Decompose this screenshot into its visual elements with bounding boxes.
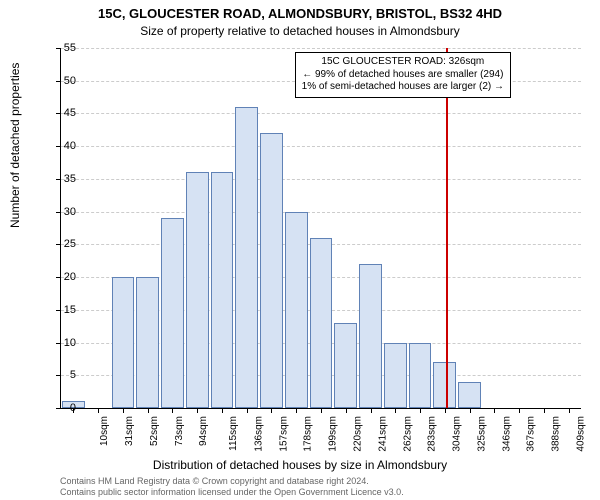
y-tick-label: 50 <box>46 75 76 87</box>
histogram-bar <box>285 212 308 408</box>
y-tick-label: 40 <box>46 140 76 152</box>
y-tick-label: 20 <box>46 271 76 283</box>
y-tick-label: 45 <box>46 107 76 119</box>
histogram-bar <box>136 277 159 408</box>
grid-line <box>61 212 581 213</box>
reference-line <box>446 48 448 408</box>
x-tick-label: 325sqm <box>476 416 487 452</box>
grid-line <box>61 48 581 49</box>
x-tick-mark <box>222 408 223 413</box>
x-tick-mark <box>494 408 495 413</box>
chart-title-address: 15C, GLOUCESTER ROAD, ALMONDSBURY, BRIST… <box>0 6 600 21</box>
histogram-bar <box>112 277 135 408</box>
y-tick-label: 10 <box>46 337 76 349</box>
footnote: Contains HM Land Registry data © Crown c… <box>60 476 404 498</box>
x-tick-mark <box>346 408 347 413</box>
y-tick-label: 55 <box>46 42 76 54</box>
x-axis-label: Distribution of detached houses by size … <box>0 458 600 472</box>
x-tick-label: 157sqm <box>278 416 289 452</box>
histogram-bar <box>186 172 209 408</box>
x-tick-mark <box>420 408 421 413</box>
x-tick-mark <box>395 408 396 413</box>
x-tick-mark <box>296 408 297 413</box>
y-axis-label: Number of detached properties <box>8 63 22 228</box>
x-tick-label: 283sqm <box>427 416 438 452</box>
grid-line <box>61 179 581 180</box>
x-tick-label: 115sqm <box>228 416 239 451</box>
footnote-line-1: Contains HM Land Registry data © Crown c… <box>60 476 404 487</box>
x-tick-mark <box>123 408 124 413</box>
histogram-bar <box>211 172 234 408</box>
x-tick-mark <box>519 408 520 413</box>
annotation-line-1: 15C GLOUCESTER ROAD: 326sqm <box>302 56 504 69</box>
footnote-line-2: Contains public sector information licen… <box>60 487 404 498</box>
x-tick-label: 178sqm <box>303 416 314 452</box>
x-tick-label: 388sqm <box>551 416 562 452</box>
histogram-bar <box>458 382 481 408</box>
x-tick-label: 31sqm <box>124 416 135 446</box>
histogram-bar <box>310 238 333 408</box>
x-tick-mark <box>98 408 99 413</box>
histogram-bar <box>409 343 432 408</box>
x-tick-mark <box>172 408 173 413</box>
x-tick-mark <box>470 408 471 413</box>
x-tick-label: 220sqm <box>353 416 364 452</box>
x-tick-label: 94sqm <box>198 416 209 446</box>
histogram-bar <box>433 362 456 408</box>
x-tick-mark <box>197 408 198 413</box>
x-tick-label: 136sqm <box>254 416 265 452</box>
y-tick-label: 0 <box>46 402 76 414</box>
x-tick-mark <box>247 408 248 413</box>
x-tick-label: 409sqm <box>575 416 586 452</box>
x-tick-mark <box>569 408 570 413</box>
chart-plot-area: 15C GLOUCESTER ROAD: 326sqm ← 99% of det… <box>60 48 581 409</box>
chart-title-sub: Size of property relative to detached ho… <box>0 24 600 38</box>
annotation-box: 15C GLOUCESTER ROAD: 326sqm ← 99% of det… <box>295 52 511 98</box>
x-tick-label: 10sqm <box>99 416 110 446</box>
x-tick-mark <box>445 408 446 413</box>
x-tick-label: 304sqm <box>452 416 463 452</box>
histogram-bar <box>235 107 258 408</box>
x-tick-mark <box>371 408 372 413</box>
y-tick-label: 15 <box>46 304 76 316</box>
histogram-bar <box>359 264 382 408</box>
histogram-bar <box>384 343 407 408</box>
x-tick-mark <box>321 408 322 413</box>
y-tick-label: 5 <box>46 369 76 381</box>
x-tick-label: 73sqm <box>174 416 185 446</box>
annotation-line-2: ← 99% of detached houses are smaller (29… <box>302 69 504 82</box>
histogram-bar <box>334 323 357 408</box>
x-tick-label: 262sqm <box>402 416 413 452</box>
x-tick-label: 52sqm <box>149 416 160 446</box>
x-tick-mark <box>544 408 545 413</box>
x-tick-label: 367sqm <box>526 416 537 452</box>
histogram-bar <box>161 218 184 408</box>
x-tick-mark <box>148 408 149 413</box>
annotation-line-3: 1% of semi-detached houses are larger (2… <box>302 81 504 94</box>
grid-line <box>61 113 581 114</box>
histogram-bar <box>260 133 283 408</box>
y-tick-label: 25 <box>46 238 76 250</box>
x-tick-mark <box>271 408 272 413</box>
y-tick-label: 35 <box>46 173 76 185</box>
x-tick-label: 241sqm <box>377 416 388 452</box>
x-tick-label: 346sqm <box>501 416 512 452</box>
y-tick-label: 30 <box>46 206 76 218</box>
x-tick-label: 199sqm <box>328 416 339 452</box>
grid-line <box>61 146 581 147</box>
